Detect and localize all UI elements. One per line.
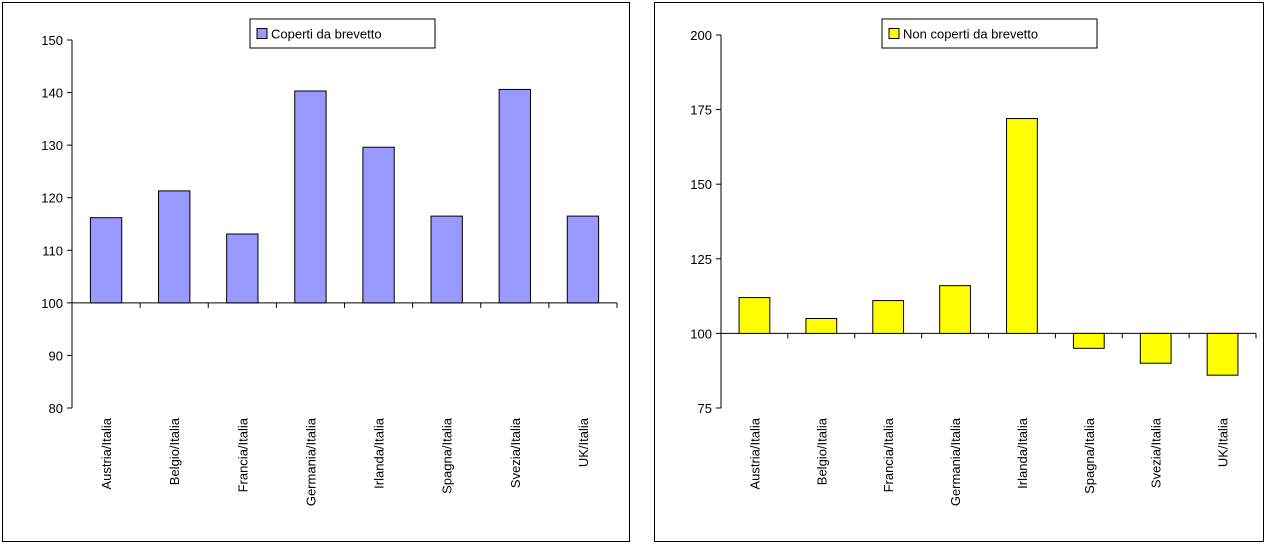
bar [1139, 332, 1172, 364]
bar [1206, 332, 1239, 376]
legend-swatch [256, 28, 268, 39]
bar [158, 190, 191, 304]
category-label: Irlanda/Italia [372, 417, 387, 489]
y-tick-label: 90 [49, 348, 63, 363]
bar [939, 285, 971, 334]
category-label: Belgio/Italia [167, 417, 182, 485]
bar [430, 215, 463, 304]
y-tick-label: 100 [41, 296, 63, 311]
y-tick-label: 100 [690, 326, 712, 341]
legend-box [249, 18, 436, 49]
bar [1006, 118, 1038, 334]
bar [294, 90, 327, 304]
y-tick-label: 130 [41, 138, 63, 153]
legend-box [881, 18, 1098, 49]
category-label: UK/Italia [576, 417, 591, 467]
category-label: Francia/Italia [881, 417, 896, 492]
chart-left-svg: 80 90 100 110 120 130 140 150 Austria/Italia Belg… [41, 18, 618, 506]
bar [226, 233, 259, 304]
y-tick-label: 200 [690, 28, 712, 43]
y-tick-label: 175 [690, 103, 712, 118]
y-tick-label: 125 [690, 252, 712, 267]
category-label: Svezia/Italia [508, 417, 523, 488]
category-label: Austria/Italia [99, 417, 114, 489]
category-label: Belgio/Italia [814, 417, 829, 485]
category-label: Spagna/Italia [440, 417, 455, 494]
bar [872, 300, 905, 334]
y-tick-label: 75 [698, 401, 712, 416]
bar [805, 317, 838, 334]
y-tick-label: 140 [41, 86, 63, 101]
y-tick-label: 120 [41, 191, 63, 206]
legend-label: Non coperti da brevetto [903, 27, 1038, 42]
chart-coperti-da-brevetto: 80 90 100 110 120 130 140 150 Austria/Italia Belg… [2, 2, 630, 542]
category-label: Irlanda/Italia [1015, 417, 1030, 489]
category-label: UK/Italia [1216, 417, 1231, 467]
bar [738, 297, 771, 334]
category-label: Austria/Italia [747, 417, 762, 489]
legend-label: Coperti da brevetto [271, 27, 382, 42]
bar [566, 215, 600, 304]
bar [89, 217, 123, 304]
chart-non-coperti-da-brevetto: 75 100 125 150 175 200 Austria/Italia Belgio/It… [654, 2, 1264, 542]
category-label: Francia/Italia [235, 417, 250, 492]
y-tick-label: 110 [42, 243, 63, 258]
category-label: Spagna/Italia [1082, 417, 1097, 494]
bar [498, 88, 531, 304]
category-label: Germania/Italia [303, 417, 318, 506]
category-label: Germania/Italia [948, 417, 963, 506]
legend-swatch [888, 28, 900, 39]
category-label: Svezia/Italia [1149, 417, 1164, 488]
y-tick-label: 150 [690, 177, 712, 192]
y-tick-label: 80 [49, 401, 63, 416]
chart-right-svg: 75 100 125 150 175 200 Austria/Italia Belgio/It… [690, 18, 1257, 506]
bar [362, 146, 395, 304]
y-tick-label: 150 [41, 33, 63, 48]
bar [1072, 332, 1105, 349]
